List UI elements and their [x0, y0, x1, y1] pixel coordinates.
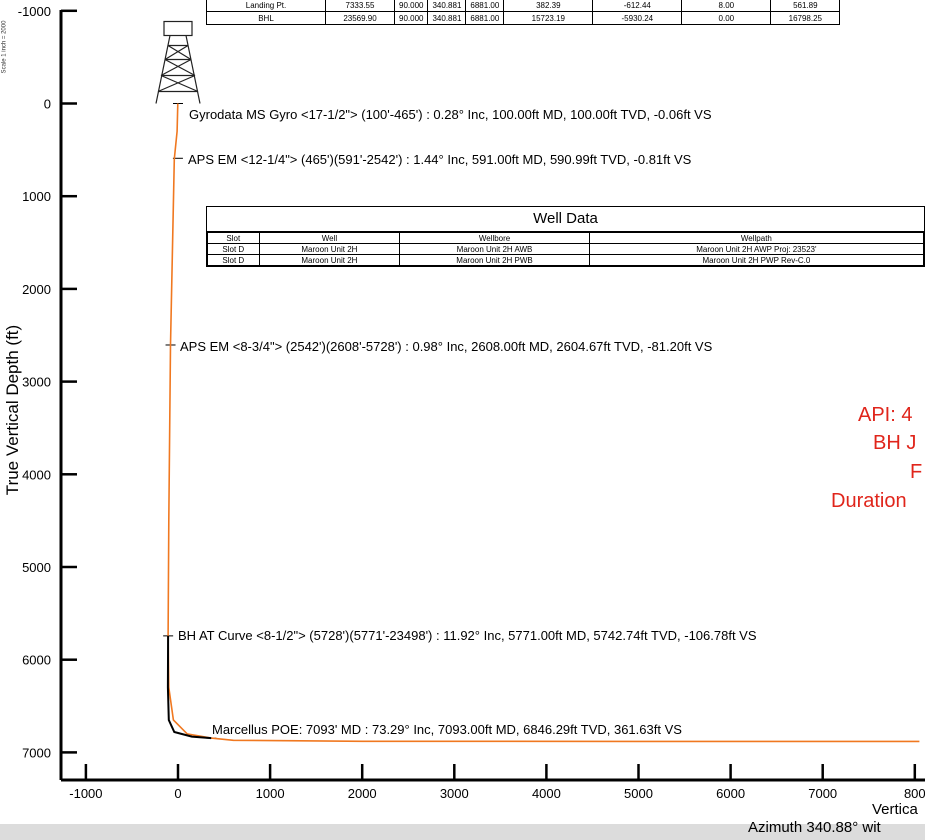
x-tick-label: 2000: [348, 786, 377, 801]
x-tick-label: 6000: [716, 786, 745, 801]
bottom-strip: [0, 824, 925, 840]
series-line-1: [166, 635, 212, 740]
table-cell: 7333.55: [325, 0, 395, 12]
table-row: Slot D Maroon Unit 2H Maroon Unit 2H PWB…: [207, 254, 925, 266]
table-row: Landing Pt. 7333.55 90.000 340.881 6881.…: [206, 0, 841, 12]
table-cell: -5930.24: [592, 11, 683, 25]
series-line-0: [167, 103, 920, 743]
x-tick-label: 0: [174, 786, 181, 801]
table-cell: Maroon Unit 2H PWP Rev-C.0: [588, 254, 925, 266]
table-cell: 340.881: [427, 11, 467, 25]
y-tick-label: 5000: [22, 560, 51, 575]
annotation-marcellus-poe: Marcellus POE: 7093' MD : 73.29° Inc, 70…: [212, 722, 682, 737]
annotation-bh-at-curve: BH AT Curve <8-1/2"> (5728')(5771'-23498…: [178, 628, 757, 643]
y-tick-label: 1000: [22, 189, 51, 204]
table-cell: Maroon Unit 2H: [258, 243, 401, 255]
well-data-title: Well Data: [207, 207, 924, 232]
column-header: Wellpath: [588, 232, 925, 244]
derrick-icon: [155, 20, 201, 104]
x-tick-label: 5000: [624, 786, 653, 801]
table-cell: Maroon Unit 2H: [258, 254, 401, 266]
table-cell: 561.89: [770, 0, 841, 12]
table-cell: 0.00: [681, 11, 772, 25]
x-tick-label: 7000: [808, 786, 837, 801]
column-header: Slot: [207, 232, 260, 244]
y-tick-label: 4000: [22, 467, 51, 482]
column-header: Well: [258, 232, 401, 244]
y-axis-title: True Vertical Depth (ft): [3, 324, 22, 496]
table-cell: 6881.00: [465, 0, 505, 12]
table-row: BHL 23569.90 90.000 340.881 6881.00 1572…: [206, 11, 841, 25]
y-tick-label: 2000: [22, 282, 51, 297]
red-note-api: API: 4: [858, 404, 913, 426]
x-axis-subtitle: Azimuth 340.88° wit: [748, 819, 881, 836]
y-tick-label: 3000: [22, 375, 51, 390]
table-cell: 8.00: [681, 0, 772, 12]
well-data-panel: Well Data Slot Well Wellbore Wellpath Sl…: [206, 206, 925, 267]
table-cell: Landing Pt.: [206, 0, 326, 12]
scale-note: Scale 1 inch = 2000: [1, 20, 8, 74]
table-cell: Slot D: [207, 243, 260, 255]
table-cell: BHL: [206, 11, 326, 25]
y-tick-label: -1000: [18, 4, 51, 19]
table-cell: Maroon Unit 2H PWB: [399, 254, 590, 266]
red-note-duration: Duration: [831, 490, 907, 512]
table-header-row: Slot Well Wellbore Wellpath: [207, 232, 925, 244]
y-tick-label: 7000: [22, 745, 51, 760]
table-cell: 382.39: [503, 0, 594, 12]
annotation-aps-em-8: APS EM <8-3/4"> (2542')(2608'-5728') : 0…: [180, 339, 713, 354]
x-tick-label: -1000: [69, 786, 102, 801]
table-cell: 340.881: [427, 0, 467, 12]
y-tick-label: 0: [44, 97, 51, 112]
x-tick-label: 3000: [440, 786, 469, 801]
x-tick-label: 1000: [256, 786, 285, 801]
survey-summary-table: Landing Pt. 7333.55 90.000 340.881 6881.…: [206, 0, 841, 25]
annotation-gyro: Gyrodata MS Gyro <17-1/2"> (100'-465') :…: [189, 107, 712, 122]
x-axis-title: Vertica: [872, 801, 918, 818]
table-row: Slot D Maroon Unit 2H Maroon Unit 2H AWB…: [207, 243, 925, 255]
table-cell: 90.000: [393, 11, 429, 25]
table-cell: 6881.00: [465, 11, 505, 25]
red-note-f: F: [910, 461, 923, 483]
table-cell: 23569.90: [325, 11, 395, 25]
table-cell: 90.000: [393, 0, 429, 12]
table-cell: Maroon Unit 2H AWP Proj: 23523': [588, 243, 925, 255]
red-note-bh: BH J: [873, 432, 917, 454]
table-cell: 15723.19: [503, 11, 594, 25]
table-cell: Slot D: [207, 254, 260, 266]
table-cell: -612.44: [592, 0, 683, 12]
table-cell: 16798.25: [770, 11, 841, 25]
x-tick-label: 800: [904, 786, 925, 801]
y-tick-label: 6000: [22, 653, 51, 668]
well-data-table: Slot Well Wellbore Wellpath Slot D Maroo…: [207, 232, 925, 266]
x-tick-label: 4000: [532, 786, 561, 801]
table-cell: Maroon Unit 2H AWB: [399, 243, 590, 255]
annotation-aps-em-12: APS EM <12-1/4"> (465')(591'-2542') : 1.…: [188, 152, 692, 167]
column-header: Wellbore: [399, 232, 590, 244]
